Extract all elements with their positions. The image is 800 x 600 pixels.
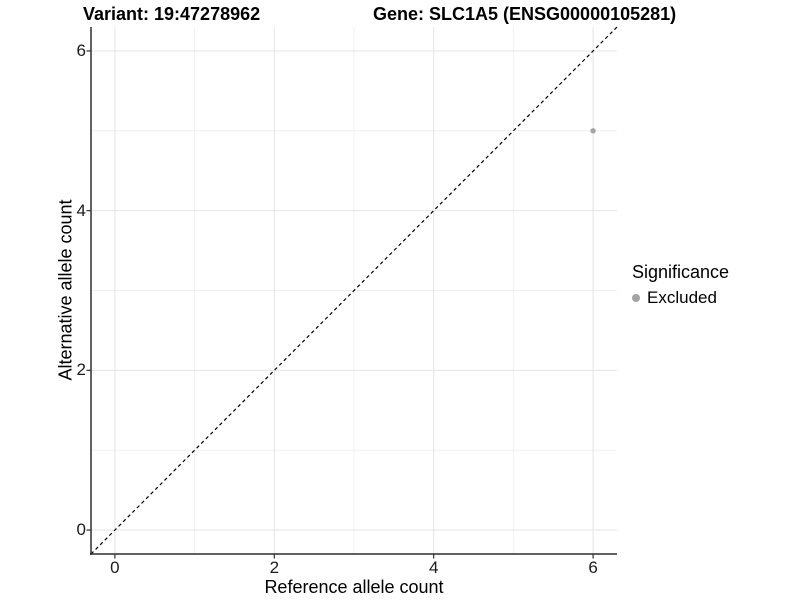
- identity-dashed-line: [90, 26, 618, 555]
- legend-entry: Excluded: [632, 288, 729, 308]
- x-tick-label: 0: [110, 558, 120, 577]
- legend-title: Significance: [632, 262, 730, 282]
- x-tick-label: 4: [428, 558, 439, 577]
- x-tick-label: 6: [588, 558, 598, 577]
- x-axis-title: Reference allele count: [264, 577, 444, 597]
- x-tick-label: 2: [269, 558, 280, 577]
- legend-entries: Excluded: [632, 288, 729, 308]
- legend-entry-label: Excluded: [647, 288, 717, 307]
- y-tick-label: 4: [76, 200, 86, 220]
- y-axis-title: Alternative allele count: [55, 199, 76, 381]
- variant-title: Variant: 19:47278962: [83, 4, 261, 24]
- legend: Significance Excluded: [632, 262, 729, 308]
- gene-title: Gene: SLC1A5 (ENSG00000105281): [373, 4, 677, 24]
- y-tick-label: 0: [76, 520, 86, 540]
- data-point: [590, 128, 596, 134]
- y-tick-label: 6: [76, 40, 86, 60]
- legend-key-dot-icon: [632, 294, 640, 302]
- y-tick-label: 2: [76, 360, 86, 380]
